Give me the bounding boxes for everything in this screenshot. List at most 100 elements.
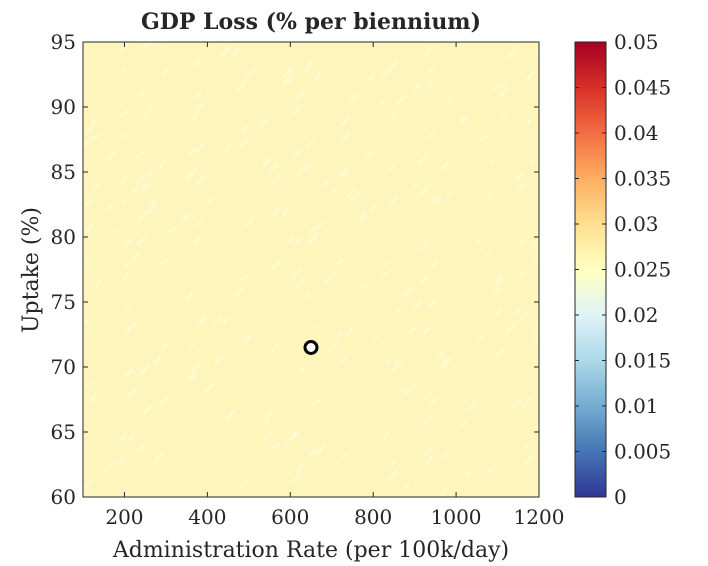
texture-speckle xyxy=(464,469,473,478)
texture-speckle xyxy=(83,126,93,137)
texture-speckle xyxy=(126,386,138,398)
texture-speckle xyxy=(535,423,539,430)
colorbar-tick-label: 0.05 xyxy=(614,30,659,54)
texture-speckle xyxy=(339,116,351,127)
texture-speckle xyxy=(392,359,399,366)
x-tick-label: 800 xyxy=(354,505,392,529)
colorbar-tick-label: 0.035 xyxy=(614,167,671,191)
texture-speckle xyxy=(262,419,269,427)
texture-speckle xyxy=(460,114,467,121)
texture-speckle xyxy=(334,332,343,341)
texture-speckle xyxy=(269,343,279,354)
texture-speckle xyxy=(532,324,539,333)
optimum-marker xyxy=(303,340,319,355)
texture-speckle xyxy=(131,252,140,262)
texture-speckle xyxy=(494,347,506,358)
texture-speckle xyxy=(183,214,190,221)
texture-speckle xyxy=(271,260,281,270)
y-axis-ticks: 60 65 70 75 80 85 90 95 xyxy=(51,30,539,509)
texture-speckle xyxy=(426,65,435,74)
texture-speckle xyxy=(446,98,453,105)
colorbar-tick-label: 0.005 xyxy=(614,440,671,464)
texture-speckle xyxy=(293,147,304,158)
x-axis-ticks: 200 400 600 800 1000 1200 xyxy=(105,42,564,529)
texture-speckle xyxy=(282,72,294,85)
texture-speckle xyxy=(214,355,224,365)
texture-speckle xyxy=(382,260,390,268)
texture-speckle xyxy=(258,117,269,128)
texture-speckle xyxy=(220,47,230,57)
texture-speckle xyxy=(385,358,391,365)
texture-speckle xyxy=(83,135,95,147)
texture-speckle xyxy=(296,277,307,288)
texture-speckle xyxy=(348,93,359,104)
texture-speckle xyxy=(423,413,434,424)
texture-speckle xyxy=(154,452,164,463)
texture-speckle xyxy=(295,462,306,473)
texture-speckle xyxy=(161,342,169,351)
texture-speckle xyxy=(121,174,130,183)
texture-speckle xyxy=(521,395,533,407)
texture-speckle xyxy=(522,442,531,451)
texture-speckle xyxy=(356,216,367,227)
texture-speckle xyxy=(313,221,325,232)
texture-speckle xyxy=(291,267,303,279)
texture-speckle xyxy=(167,225,177,235)
texture-speckle xyxy=(501,112,509,120)
colorbar-tick-label: 0.01 xyxy=(614,394,659,418)
texture-speckle xyxy=(530,239,539,247)
texture-speckle xyxy=(140,182,150,192)
texture-speckle xyxy=(92,182,101,191)
texture-speckle xyxy=(268,162,280,173)
texture-speckle xyxy=(322,180,329,187)
texture-speckle xyxy=(83,319,90,326)
texture-speckle xyxy=(132,186,140,193)
x-tick-label: 1200 xyxy=(514,505,565,529)
texture-speckle xyxy=(411,299,423,312)
texture-speckle xyxy=(514,170,526,182)
texture-speckle xyxy=(425,455,434,465)
colorbar-ticks: 0 0.005 0.01 0.015 0.02 0.025 0.03 0.035 0.04 0.0… xyxy=(575,30,671,509)
texture-speckle xyxy=(371,334,379,342)
texture-speckle xyxy=(263,157,273,167)
texture-speckle xyxy=(188,342,196,350)
texture-speckle xyxy=(439,160,450,171)
texture-speckle xyxy=(287,236,295,244)
texture-speckle xyxy=(120,109,129,118)
texture-speckle xyxy=(491,83,501,92)
texture-speckle xyxy=(519,237,527,245)
colorbar-tick-label: 0 xyxy=(614,485,627,509)
texture-speckle xyxy=(499,87,509,97)
colorbar-tick-label: 0.04 xyxy=(614,121,659,145)
texture-speckle xyxy=(184,291,195,301)
texture-speckle xyxy=(126,369,134,377)
texture-speckle xyxy=(387,196,398,207)
texture-speckle xyxy=(83,256,90,266)
texture-speckle xyxy=(484,250,492,258)
texture-speckle xyxy=(519,271,526,278)
texture-speckle xyxy=(306,59,315,68)
texture-speckle xyxy=(157,160,167,169)
texture-speckle xyxy=(85,224,94,234)
texture-speckle xyxy=(412,183,419,190)
texture-speckle xyxy=(428,130,436,139)
texture-speckle xyxy=(88,397,95,404)
texture-speckle xyxy=(262,431,273,442)
texture-speckle xyxy=(210,42,215,44)
texture-speckle xyxy=(330,187,338,194)
texture-speckle xyxy=(207,196,216,204)
texture-speckle xyxy=(239,477,251,489)
texture-speckle xyxy=(500,80,508,88)
texture-speckle xyxy=(136,234,148,246)
texture-speckle xyxy=(93,132,101,141)
texture-speckle xyxy=(238,139,249,149)
texture-speckle xyxy=(413,82,422,91)
texture-speckle xyxy=(142,42,152,50)
texture-speckle xyxy=(295,165,308,177)
texture-speckle xyxy=(127,434,135,442)
texture-speckle xyxy=(475,237,482,245)
texture-speckle xyxy=(292,106,302,115)
texture-speckle xyxy=(381,69,390,79)
texture-speckle xyxy=(365,151,374,160)
